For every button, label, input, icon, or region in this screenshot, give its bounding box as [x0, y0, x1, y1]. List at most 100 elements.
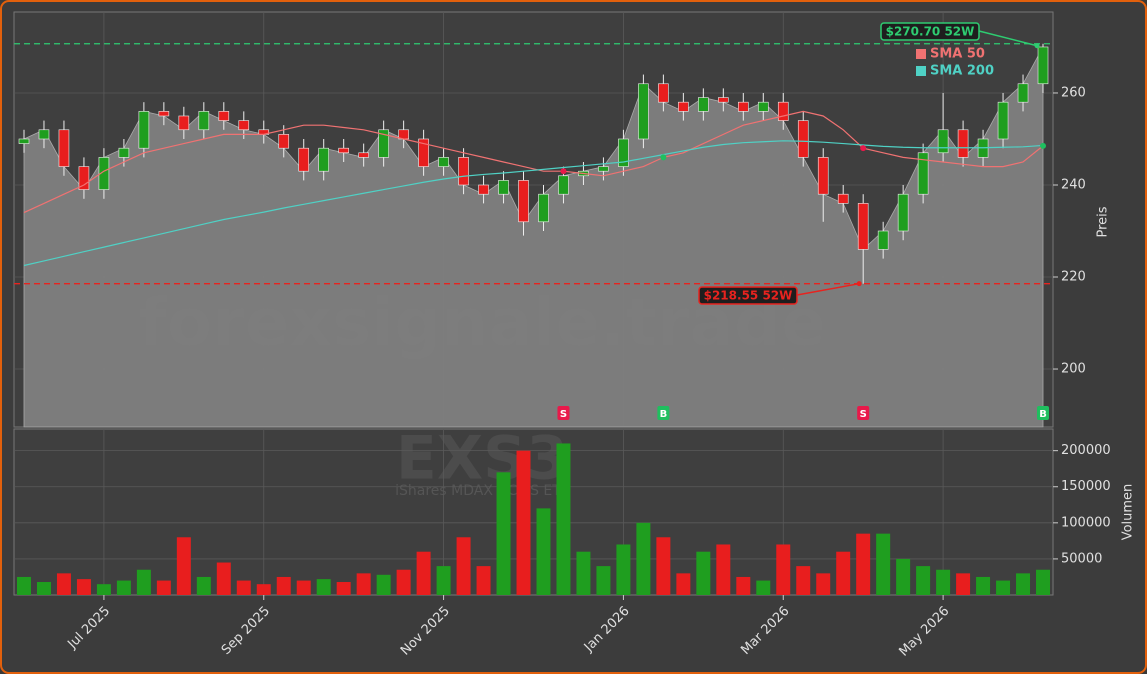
y-tick-label: 200000 — [1061, 443, 1111, 458]
volume-bar — [176, 537, 191, 595]
candle-body — [1037, 46, 1049, 85]
volume-bar — [836, 551, 851, 595]
y-tick-label: 220 — [1061, 270, 1086, 285]
candle-body — [458, 157, 469, 186]
volume-bar — [296, 580, 311, 595]
volume-bar — [136, 569, 151, 595]
volume-bar — [516, 450, 531, 595]
candle-body — [138, 111, 150, 149]
volume-bar — [636, 522, 651, 595]
candle-body — [58, 129, 70, 167]
volume-bar — [356, 573, 371, 595]
volume-bar — [76, 579, 91, 595]
signal-dot — [560, 168, 567, 175]
volume-bar — [16, 576, 31, 595]
volume-bar — [476, 566, 491, 595]
volume-bar — [896, 558, 911, 595]
candle-body — [198, 111, 210, 131]
candle-body — [98, 157, 110, 190]
candle-body — [558, 175, 569, 195]
candle-body — [218, 111, 230, 121]
volume-bar — [596, 566, 611, 595]
volume-bar — [336, 582, 351, 595]
reference-arrow — [978, 30, 1038, 47]
candle-body — [278, 134, 290, 149]
candle-body — [997, 101, 1009, 140]
volume-bar — [656, 537, 671, 595]
candle-body — [957, 129, 969, 158]
signal-badge — [657, 406, 670, 420]
volume-bar — [696, 551, 711, 595]
reference-label-box — [880, 22, 980, 41]
volume-bar — [436, 566, 451, 595]
volume-bar — [916, 566, 931, 595]
volume-bar — [1036, 569, 1051, 595]
signal-badge — [1037, 406, 1050, 420]
reference-label: $270.70 52W — [886, 25, 975, 39]
volume-bar — [36, 582, 51, 595]
reference-label: $218.55 52W — [704, 289, 793, 303]
volume-bar — [116, 580, 131, 595]
volume-bar — [756, 580, 771, 595]
candle-body — [318, 147, 329, 172]
candle-body — [817, 157, 829, 195]
candle-body — [658, 83, 669, 103]
candle-body — [837, 193, 849, 204]
volume-bar — [676, 573, 691, 595]
candle-body — [18, 138, 30, 144]
signal-badge — [857, 406, 870, 420]
volume-bar — [496, 472, 511, 595]
volume-bar — [396, 569, 411, 595]
volume-bar — [256, 584, 271, 595]
reference-arrow — [796, 282, 860, 296]
candle-body — [777, 101, 789, 121]
volume-bar — [716, 544, 731, 595]
sma-line — [23, 110, 1044, 214]
candle-body — [698, 97, 709, 112]
volume-bar — [456, 537, 471, 595]
volume-bar — [776, 544, 791, 595]
volume-bar — [936, 569, 951, 595]
signal-label: B — [660, 409, 668, 420]
candle-body — [917, 152, 929, 195]
volume-bar — [996, 580, 1011, 595]
legend-label: SMA 200 — [930, 64, 994, 79]
y-tick-label: 200 — [1061, 362, 1086, 377]
volume-bar — [876, 533, 891, 595]
candle-body — [118, 147, 130, 158]
candle-body — [877, 230, 889, 250]
candle-body — [418, 138, 429, 167]
candle-body — [638, 83, 649, 140]
volume-bar — [976, 576, 991, 595]
volume-bar — [796, 566, 811, 595]
reference-arrow-head — [1034, 43, 1040, 49]
y-tick-label: 100000 — [1061, 515, 1111, 530]
signal-label: B — [1039, 409, 1047, 420]
volume-bar — [156, 580, 171, 595]
volume-bar — [96, 584, 111, 595]
volume-bar — [736, 576, 751, 595]
volume-bar — [616, 544, 631, 595]
volume-bar — [416, 551, 431, 595]
sma-line — [23, 140, 1044, 267]
candle-body — [498, 180, 509, 195]
candle-body — [378, 129, 389, 158]
y-tick-label: 50000 — [1061, 551, 1102, 566]
candle-body — [618, 138, 629, 167]
y-tick-label: 150000 — [1061, 479, 1111, 494]
candle-body — [897, 193, 909, 232]
volume-bar — [536, 508, 551, 595]
candle-body — [1017, 83, 1029, 103]
volume-watermark-subtitle: iShares MDAX UCITS ETF — [395, 483, 569, 499]
y-tick-label: 240 — [1061, 177, 1086, 192]
reference-label-box — [698, 286, 798, 305]
volume-bar — [276, 576, 291, 595]
volume-axis-label: Volumen — [1121, 484, 1136, 541]
volume-bar — [1016, 573, 1031, 595]
signal-dot — [1040, 142, 1047, 149]
candle-body — [38, 129, 50, 140]
candle-body — [857, 203, 869, 250]
candle-body — [797, 120, 809, 158]
volume-bar — [236, 580, 251, 595]
